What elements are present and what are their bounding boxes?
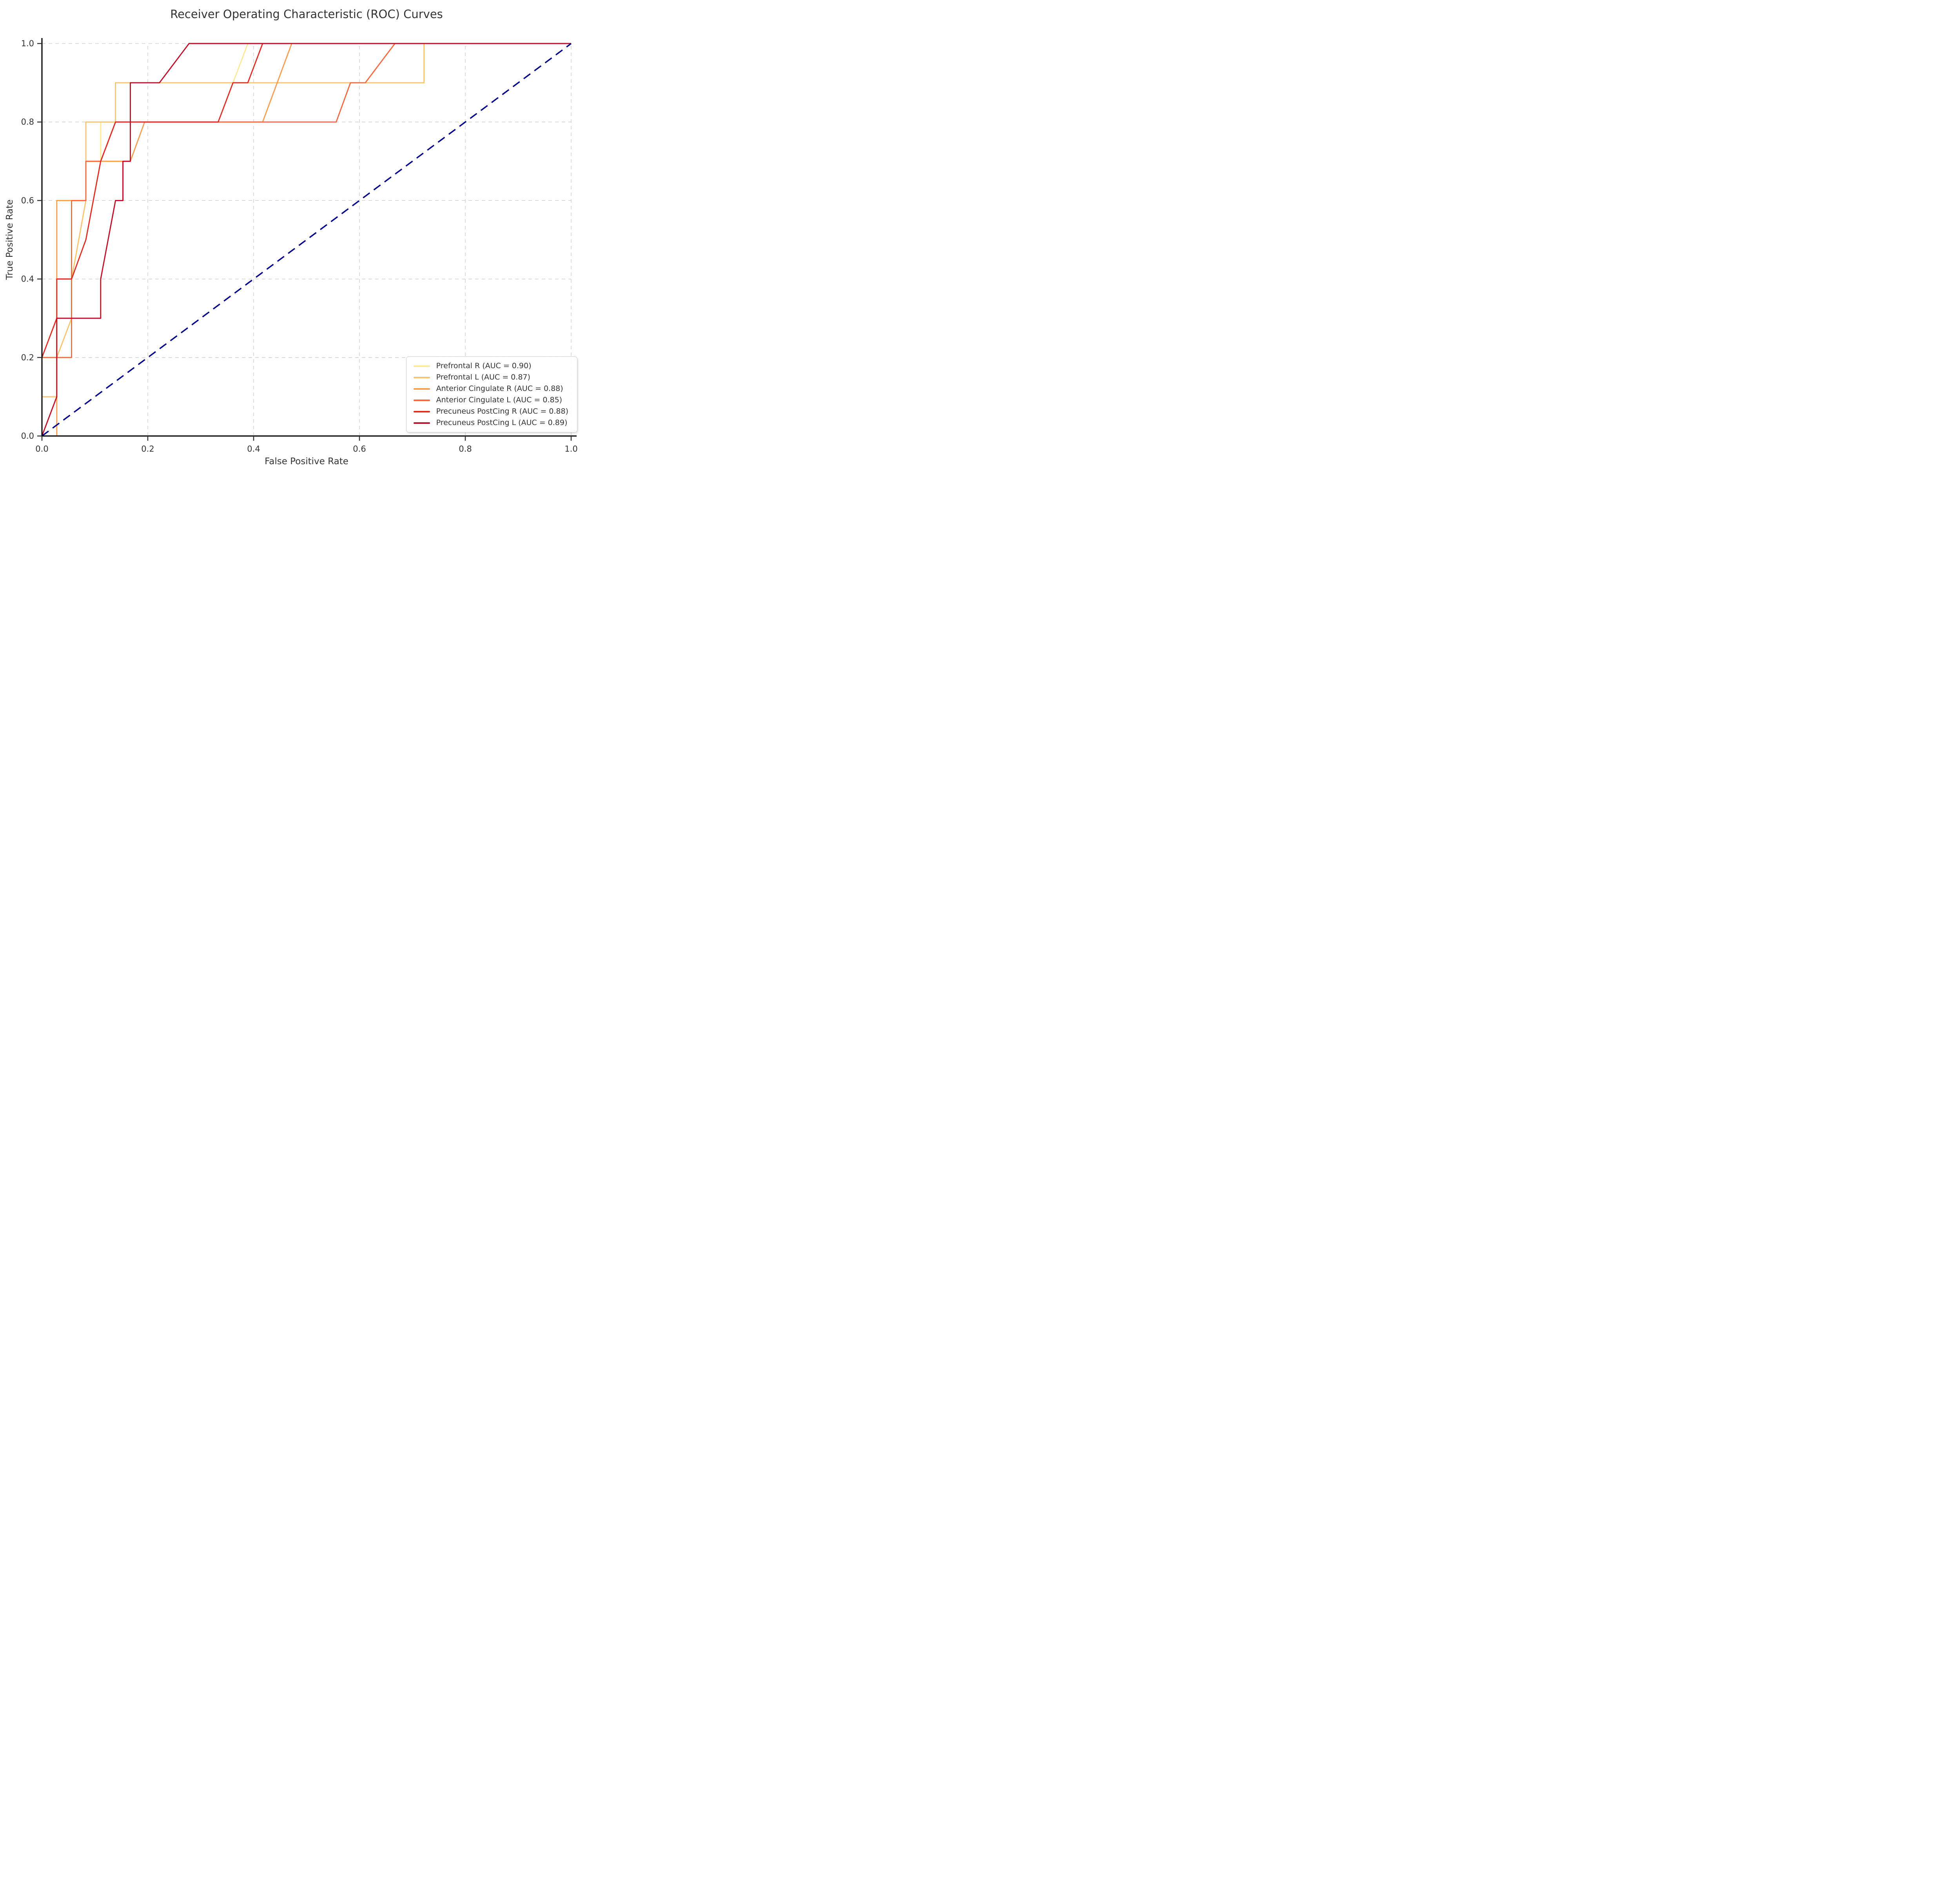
x-tick-label-0.2: 0.2	[141, 444, 154, 454]
chance-diagonal	[41, 43, 572, 437]
roc-chart: 0.00.0 0.2 0.2 0.4 0.4 0.6 0.6 0.8 0.8 1.0 1.0 Rec…	[5, 7, 578, 467]
x-tick-label-0.0: 0.0	[35, 444, 48, 454]
y-tick-label-0.2: 0.2	[21, 353, 34, 362]
y-tick-label-0.4: 0.4	[21, 274, 34, 284]
chart-title: Receiver Operating Characteristic (ROC) …	[170, 7, 443, 21]
legend-item-anterior-cingulate-r: Anterior Cingulate R (AUC = 0.88)	[413, 383, 568, 394]
legend-swatch-icon	[413, 376, 430, 378]
x-tick-label-0.4: 0.4	[247, 444, 260, 454]
roc-figure: 0.0 0.0 0.2 0.2 0.4 0.4 0.6 0.6 0.8 0.8 1.0 1.0 Rec…	[0, 0, 588, 470]
legend-swatch-icon	[413, 388, 430, 390]
x-tick-label-1.0: 1.0	[564, 444, 577, 454]
legend: Prefrontal R (AUC = 0.90) Prefrontal L (A…	[406, 356, 577, 432]
legend-label: Precuneus PostCing L (AUC = 0.89)	[436, 418, 568, 427]
y-axis-label: True Positive Rate	[5, 200, 15, 280]
chance-diagonal-line	[41, 43, 572, 437]
legend-label: Anterior Cingulate L (AUC = 0.85)	[436, 396, 563, 404]
legend-item-precuneus-postcing-l: Precuneus PostCing L (AUC = 0.89)	[413, 417, 568, 429]
legend-label: Precuneus PostCing R (AUC = 0.88)	[436, 407, 568, 416]
legend-swatch-icon	[413, 399, 430, 401]
y-tick-label-1.0: 1.0	[21, 39, 34, 48]
axis-ticks: 0.00.0 0.2 0.2 0.4 0.4 0.6 0.6 0.8 0.8 1.0 1.0	[21, 39, 578, 454]
legend-label: Prefrontal L (AUC = 0.87)	[436, 373, 530, 381]
legend-item-prefrontal-r: Prefrontal R (AUC = 0.90)	[413, 360, 568, 372]
x-tick-label-0.6: 0.6	[353, 444, 366, 454]
x-axis-label: False Positive Rate	[265, 456, 348, 467]
legend-item-precuneus-postcing-r: Precuneus PostCing R (AUC = 0.88)	[413, 406, 568, 417]
axis-spines	[41, 38, 577, 437]
legend-swatch-icon	[413, 422, 430, 424]
legend-label: Prefrontal R (AUC = 0.90)	[436, 362, 532, 370]
x-tick-label-0.8: 0.8	[459, 444, 472, 454]
legend-swatch-icon	[413, 365, 430, 367]
y-tick-label-0.8: 0.8	[21, 117, 34, 127]
roc-curves	[41, 43, 571, 437]
roc-curve-precuneus-postcing-l	[41, 43, 571, 436]
y-tick-label-0.0: 0.0	[21, 431, 34, 441]
legend-swatch-icon	[413, 411, 430, 412]
legend-item-prefrontal-l: Prefrontal L (AUC = 0.87)	[413, 372, 568, 383]
y-tick-label-0.6: 0.6	[21, 196, 34, 205]
legend-label: Anterior Cingulate R (AUC = 0.88)	[436, 384, 563, 393]
legend-item-anterior-cingulate-l: Anterior Cingulate L (AUC = 0.85)	[413, 394, 568, 406]
